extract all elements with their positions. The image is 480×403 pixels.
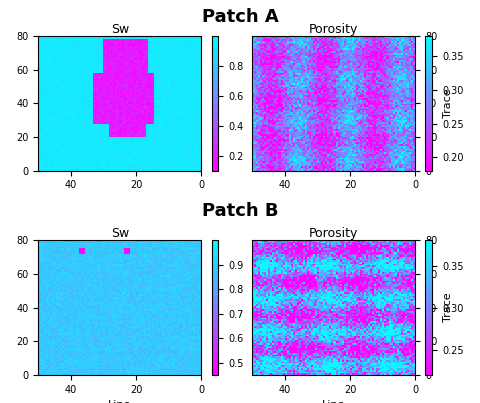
Y-axis label: Trace: Trace [443, 293, 453, 322]
Y-axis label: Trace: Trace [443, 89, 453, 118]
X-axis label: Line: Line [108, 400, 132, 403]
Title: Sw: Sw [111, 23, 129, 36]
Title: Sw: Sw [111, 227, 129, 241]
Title: Porosity: Porosity [309, 23, 359, 36]
Text: Patch A: Patch A [202, 8, 278, 26]
Title: Porosity: Porosity [309, 227, 359, 241]
X-axis label: Line: Line [322, 400, 346, 403]
Text: Patch B: Patch B [202, 202, 278, 220]
